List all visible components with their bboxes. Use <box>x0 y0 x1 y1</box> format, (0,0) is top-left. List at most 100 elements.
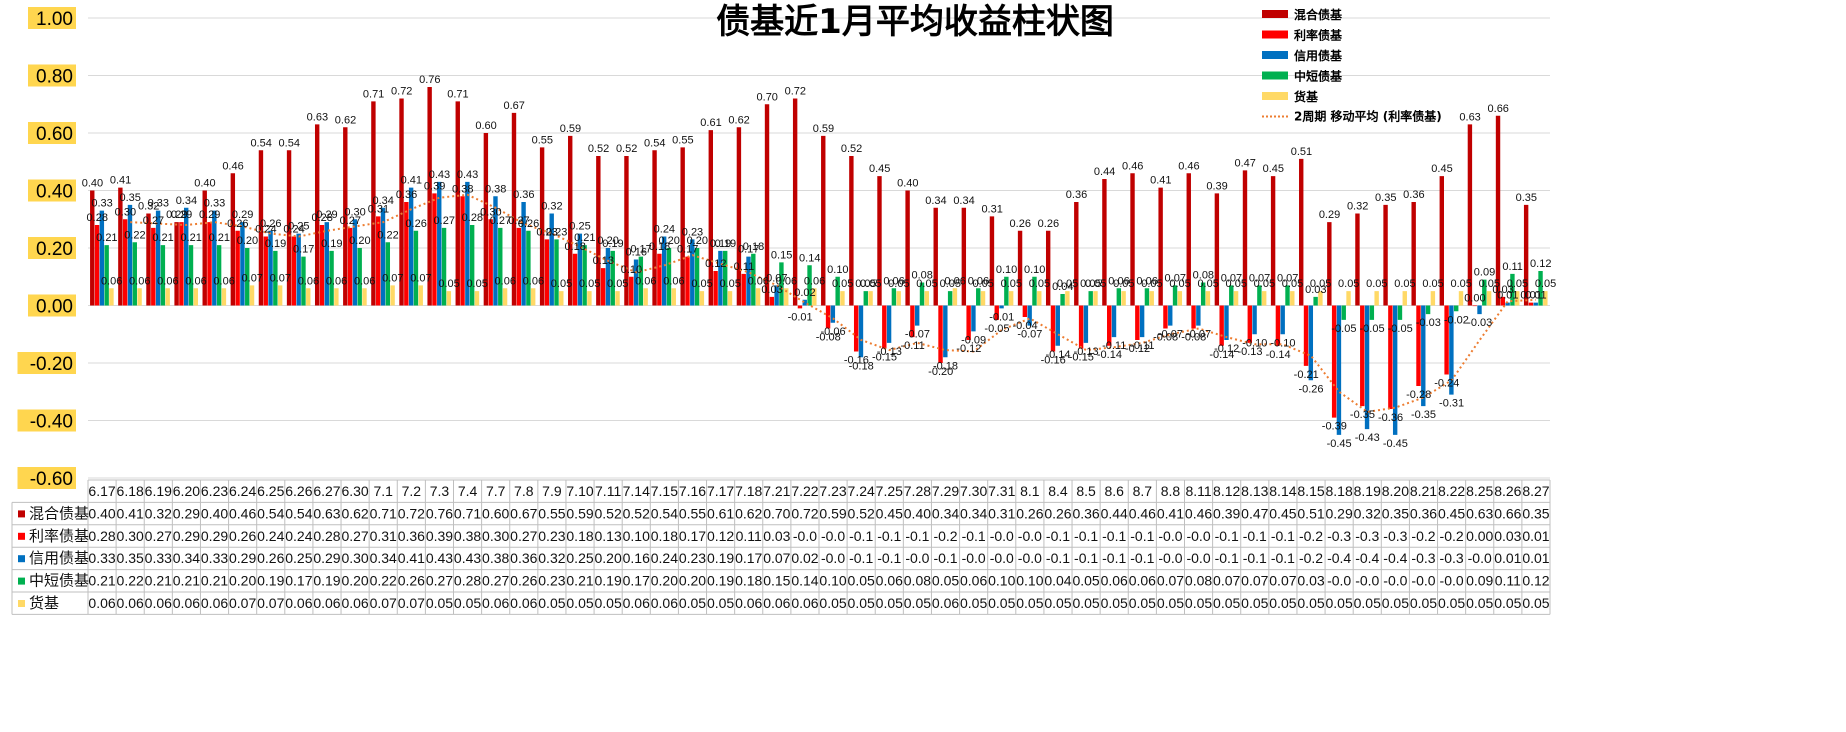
table-cell: 0.27 <box>510 528 537 544</box>
table-cell: 0.10 <box>988 573 1015 589</box>
table-cell: 0.20 <box>595 550 622 566</box>
table-cell: 0.06 <box>1129 573 1156 589</box>
data-label: 0.21 <box>209 232 230 244</box>
y-tick-label: 0.00 <box>36 297 73 318</box>
table-cell: 0.05 <box>1494 595 1521 611</box>
bar <box>469 225 475 306</box>
bar <box>132 242 137 306</box>
table-cell: 0.55 <box>679 505 706 521</box>
table-cell: -0.0 <box>1411 573 1435 589</box>
bar <box>1135 305 1140 340</box>
bar <box>146 213 151 306</box>
bar <box>1482 279 1487 306</box>
category-label: 7.24 <box>848 483 875 499</box>
data-label: 0.03 <box>1492 284 1513 296</box>
data-label: 0.06 <box>635 275 656 287</box>
bar <box>319 225 325 306</box>
bar <box>1523 204 1529 306</box>
table-cell: 0.17 <box>285 573 312 589</box>
data-table: 6.17 6.18 6.19 6.20 6.23 6.24 6.25 6.26 6.27 6.30… <box>11 479 1551 615</box>
data-label: 0.41 <box>110 175 131 187</box>
category-label: 8.15 <box>1297 483 1324 499</box>
bar <box>741 273 746 306</box>
bar <box>1116 288 1122 306</box>
table-cell: 0.46 <box>1129 505 1156 521</box>
table-cell: 0.03 <box>1494 528 1521 544</box>
table-cell: 0.05 <box>932 573 959 589</box>
table-cell: 0.07 <box>370 595 397 611</box>
category-label: 8.14 <box>1269 483 1296 499</box>
table-cell: -0.2 <box>1440 528 1464 544</box>
bar <box>1467 124 1473 306</box>
table-cell: -0.1 <box>849 528 873 544</box>
data-label: 0.59 <box>813 123 834 135</box>
bar <box>863 291 868 306</box>
table-cell: 0.38 <box>482 550 509 566</box>
bar <box>1275 305 1281 346</box>
table-cell: 0.59 <box>566 505 593 521</box>
data-label: 0.35 <box>1375 192 1396 204</box>
table-cell: 0.05 <box>426 595 453 611</box>
data-label: 0.18 <box>565 241 586 253</box>
table-cell: 0.05 <box>1213 595 1240 611</box>
data-label: 0.05 <box>1001 278 1022 290</box>
bar <box>559 291 564 306</box>
data-label: -0.26 <box>1298 383 1323 395</box>
data-label: 0.05 <box>691 278 712 290</box>
legend-swatch <box>1262 71 1288 80</box>
bar <box>830 305 836 323</box>
data-label: -0.07 <box>1017 329 1042 341</box>
bar <box>314 124 320 306</box>
table-legend-key <box>18 510 25 518</box>
bar <box>1439 176 1444 306</box>
y-tick-highlight <box>28 294 76 317</box>
table-cell: 0.28 <box>454 573 481 589</box>
bar <box>249 285 255 306</box>
table-cell: 0.07 <box>1269 573 1296 589</box>
table-cell: 0.21 <box>88 573 115 589</box>
table-cell: -0.0 <box>1018 550 1042 566</box>
table-cell: 0.00 <box>1466 528 1493 544</box>
legend-swatch <box>1262 51 1288 59</box>
bar <box>1083 305 1089 343</box>
legend-swatch <box>1262 92 1288 100</box>
legend-swatch <box>1262 10 1288 18</box>
data-label: 0.22 <box>377 229 398 241</box>
bar <box>605 248 611 306</box>
data-label: 0.02 <box>794 287 815 299</box>
bar <box>1280 305 1285 335</box>
bar <box>891 288 897 306</box>
bar <box>1060 294 1065 306</box>
y-axis-ticks: 1.00 0.80 0.60 0.40 0.20 0.00 -0.20 -0.40 -0.60 <box>17 7 76 490</box>
category-label: 8.21 <box>1410 483 1437 499</box>
table-cell: 0.30 <box>117 528 144 544</box>
table-cell: -0.2 <box>933 528 957 544</box>
data-label: 0.05 <box>888 278 909 290</box>
bar <box>774 285 779 306</box>
data-label: 0.36 <box>396 189 417 201</box>
data-label: -0.15 <box>1069 352 1094 364</box>
data-label: -0.06 <box>821 326 846 338</box>
data-label: 0.23 <box>682 226 703 238</box>
bar <box>792 98 798 306</box>
legend-label: 2周期 移动平均 (利率债基) <box>1294 109 1442 124</box>
table-cell: 0.18 <box>566 528 593 544</box>
bar <box>427 87 432 306</box>
bar <box>465 181 470 306</box>
data-label: 0.05 <box>438 278 459 290</box>
bar <box>657 253 662 306</box>
table-cell: 0.25 <box>566 550 593 566</box>
chart-title: 债基近1月平均收益柱状图 <box>716 2 1114 42</box>
table-cell: 0.29 <box>173 528 200 544</box>
bar <box>1313 296 1318 306</box>
bar <box>853 305 859 352</box>
category-label: 8.4 <box>1048 483 1068 499</box>
table-cell: 0.06 <box>960 573 987 589</box>
data-label: 0.05 <box>1366 278 1387 290</box>
bar <box>802 299 807 306</box>
bar <box>258 150 264 306</box>
data-label: 0.05 <box>940 278 961 290</box>
data-label: -0.18 <box>933 360 958 372</box>
bar <box>933 207 938 306</box>
